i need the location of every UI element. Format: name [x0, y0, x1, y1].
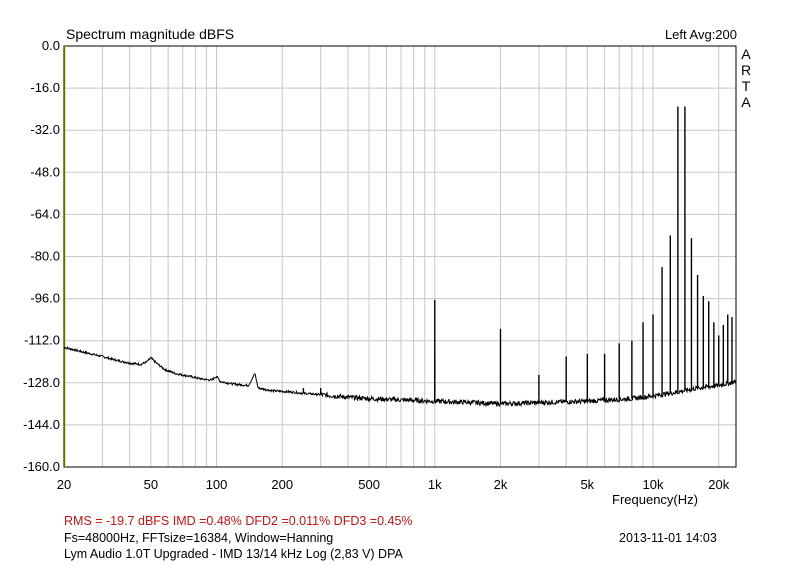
x-axis-label: Frequency(Hz)	[612, 492, 698, 507]
x-tick-label: 20k	[708, 477, 729, 492]
y-tick-label: -16.0	[30, 80, 60, 95]
arta-watermark-letter: R	[741, 62, 752, 78]
measurement-description: Lym Audio 1.0T Upgraded - IMD 13/14 kHz …	[64, 547, 403, 561]
y-tick-label: -128.0	[23, 375, 60, 390]
y-tick-label: -64.0	[30, 206, 60, 221]
measurement-datetime: 2013-11-01 14:03	[619, 531, 717, 545]
arta-watermark-letter: A	[741, 94, 751, 110]
x-tick-label: 20	[57, 477, 71, 492]
fft-parameters: Fs=48000Hz, FFTsize=16384, Window=Hannin…	[64, 531, 334, 545]
y-tick-label: -96.0	[30, 291, 60, 306]
x-tick-label: 1k	[428, 477, 442, 492]
channel-average-label: Left Avg:200	[664, 27, 737, 42]
y-tick-label: -144.0	[23, 417, 60, 432]
x-tick-label: 100	[206, 477, 228, 492]
y-tick-label: -48.0	[30, 164, 60, 179]
x-tick-label: 200	[271, 477, 293, 492]
x-tick-label: 500	[358, 477, 380, 492]
plot-frame	[63, 45, 737, 468]
noise-floor-trace	[64, 346, 737, 408]
y-tick-label: -32.0	[30, 122, 60, 137]
y-tick-label: 0.0	[42, 38, 60, 53]
y-tick-label: -80.0	[30, 249, 60, 264]
x-tick-label: 2k	[494, 477, 508, 492]
x-tick-label: 50	[144, 477, 158, 492]
y-tick-label: -112.0	[24, 333, 60, 348]
x-tick-label: 10k	[643, 477, 664, 492]
chart-title: Spectrum magnitude dBFS	[66, 26, 235, 42]
arta-watermark-letter: T	[741, 78, 751, 94]
measurement-stats: RMS = -19.7 dBFS IMD =0.48% DFD2 =0.011%…	[64, 514, 413, 528]
x-tick-label: 5k	[580, 477, 594, 492]
y-tick-label: -160.0	[23, 459, 60, 474]
arta-watermark-letter: A	[741, 46, 751, 62]
